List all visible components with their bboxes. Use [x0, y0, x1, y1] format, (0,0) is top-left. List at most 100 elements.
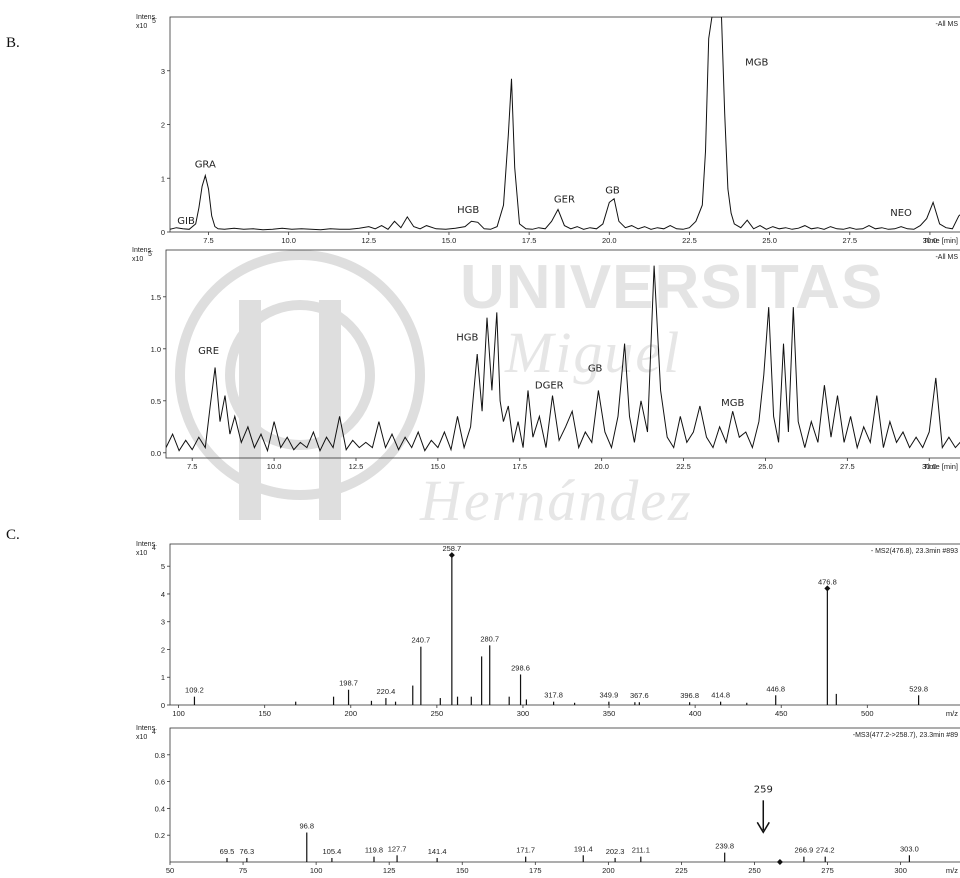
x-tick-label: 12.5	[349, 462, 364, 471]
x-tick-label: 450	[775, 709, 788, 718]
annotation-label: 259	[754, 784, 773, 795]
peak-mz-label: 119.8	[365, 846, 383, 855]
scale-exponent: 4	[152, 729, 156, 736]
x-tick-label: 200	[602, 866, 615, 875]
y-tick-label: 0.8	[155, 751, 165, 760]
x-tick-label: 27.5	[842, 236, 857, 245]
trace-label: -All MS	[935, 21, 958, 28]
peak-mz-label: 127.7	[388, 844, 407, 853]
y-tick-label: 0.5	[151, 397, 161, 406]
peak-mz-label: 109.2	[185, 686, 204, 695]
y-tick-label: 0	[161, 701, 165, 710]
trace-label: -All MS	[935, 254, 958, 261]
scale-label: x10	[136, 23, 147, 30]
y-tick-label: 2	[161, 121, 165, 130]
trace-label: - MS2(476.8), 23.3min #893	[871, 548, 958, 555]
peak-mz-label: 141.4	[428, 847, 447, 856]
watermark-line-2: Miguel	[504, 320, 681, 385]
x-tick-label: 150	[456, 866, 469, 875]
x-tick-label: 250	[431, 709, 444, 718]
watermark-line-3: Hernández	[419, 468, 693, 533]
scale-label: x10	[136, 734, 147, 741]
scale-label: x10	[136, 550, 147, 557]
peak-label: MGB	[721, 398, 744, 409]
ms3-spectrum: Intens. x10 4 -MS3(477.2->258.7), 23.3min #…	[136, 725, 960, 875]
scale-label: x10	[132, 256, 143, 263]
peak-mz-label: 266.9	[795, 846, 814, 855]
peak-mz-label: 105.4	[323, 847, 342, 856]
chromatogram-trace	[170, 17, 960, 231]
x-tick-label: 300	[894, 866, 907, 875]
peak-mz-label: 239.8	[715, 842, 734, 851]
x-tick-label: 100	[310, 866, 323, 875]
x-axis-label: m/z	[946, 866, 958, 875]
peak-mz-label: 396.8	[680, 691, 699, 700]
y-tick-label: 3	[161, 67, 165, 76]
y-tick-label: 0.6	[155, 778, 165, 787]
y-tick-label: 2	[161, 645, 165, 654]
scale-exponent: 4	[152, 545, 156, 552]
y-tick-label: 4	[161, 590, 165, 599]
x-tick-label: 15.0	[442, 236, 457, 245]
panel-label-b: B.	[6, 35, 20, 51]
x-axis-label: Time [min]	[923, 236, 958, 245]
x-tick-label: 25.0	[762, 236, 777, 245]
peak-mz-label: 529.8	[909, 684, 928, 693]
y-tick-label: 0.4	[155, 804, 165, 813]
scale-exponent: 5	[152, 18, 156, 25]
x-tick-label: 350	[603, 709, 616, 718]
precursor-marker	[448, 552, 455, 559]
x-axis-label: m/z	[946, 709, 958, 718]
x-tick-label: 17.5	[512, 462, 527, 471]
precursor-marker	[776, 859, 783, 865]
peak-mz-label: 258.7	[442, 544, 461, 553]
x-tick-label: 17.5	[522, 236, 537, 245]
annotation-arrow-head	[756, 821, 770, 834]
peak-label: HGB	[457, 205, 479, 216]
peak-label: MGB	[745, 57, 768, 68]
x-tick-label: 30.0	[923, 236, 938, 245]
watermark-seal	[175, 250, 425, 520]
x-tick-label: 50	[166, 866, 174, 875]
peak-mz-label: 198.7	[339, 679, 358, 688]
peak-mz-label: 367.6	[630, 691, 649, 700]
x-tick-label: 200	[345, 709, 358, 718]
peak-label: DGER	[535, 380, 564, 391]
x-tick-label: 100	[172, 709, 185, 718]
x-tick-label: 27.5	[840, 462, 855, 471]
peak-mz-label: 191.4	[574, 844, 593, 853]
x-tick-label: 10.0	[281, 236, 296, 245]
x-tick-label: 22.5	[676, 462, 691, 471]
x-tick-label: 225	[675, 866, 688, 875]
x-tick-label: 22.5	[682, 236, 697, 245]
peak-label: GIB	[177, 216, 195, 227]
precursor-marker	[824, 585, 831, 592]
peak-label: GER	[554, 194, 575, 205]
x-tick-label: 150	[258, 709, 271, 718]
peak-mz-label: 476.8	[818, 577, 837, 586]
peak-mz-label: 76.3	[240, 847, 255, 856]
y-tick-label: 1	[161, 174, 165, 183]
chromatogram-bottom: Intens. x10 5 -All MS 0.0 0.5 1.0 1.5 7.5 10.0 12.…	[132, 247, 960, 471]
peak-mz-label: 220.4	[377, 687, 396, 696]
peak-mz-label: 414.8	[711, 691, 730, 700]
peak-mz-label: 171.7	[516, 846, 535, 855]
x-tick-label: 125	[383, 866, 396, 875]
y-tick-label: 5	[161, 562, 165, 571]
peak-mz-label: 274.2	[816, 846, 835, 855]
peak-mz-label: 280.7	[480, 634, 499, 643]
x-tick-label: 7.5	[187, 462, 197, 471]
peak-label: NEO	[890, 208, 912, 219]
peak-mz-label: 298.6	[511, 663, 530, 672]
plot-frame	[165, 249, 960, 459]
peak-mz-label: 202.3	[606, 847, 625, 856]
y-tick-label: 3	[161, 618, 165, 627]
x-tick-label: 20.0	[594, 462, 609, 471]
peak-mz-label: 303.0	[900, 844, 919, 853]
watermark-line-1: UNIVERSITAS	[460, 253, 883, 322]
y-tick-label: 0.0	[151, 449, 161, 458]
watermark: UNIVERSITAS Miguel Hernández	[175, 250, 883, 533]
peak-label: HGB	[456, 332, 478, 343]
peak-mz-label: 240.7	[411, 636, 430, 645]
